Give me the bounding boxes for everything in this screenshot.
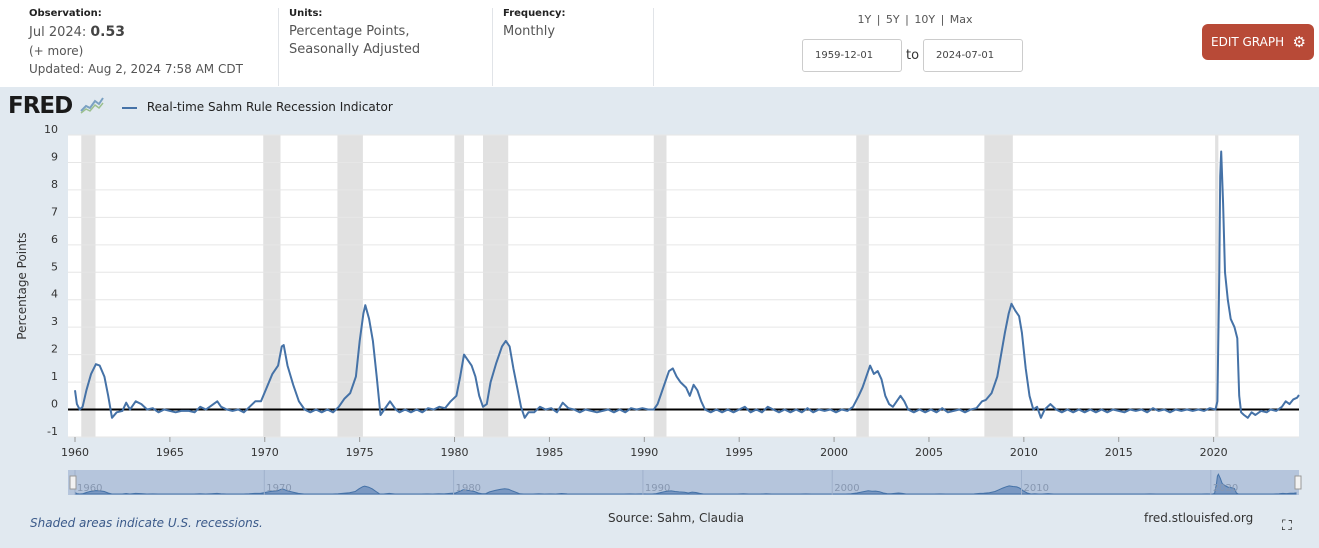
x-tick-label: 1960 [61, 446, 89, 459]
x-tick-label: 1970 [251, 446, 279, 459]
x-tick-label: 1980 [441, 446, 469, 459]
x-tick-label: 1995 [725, 446, 753, 459]
fred-logo-text: FRED [8, 93, 73, 119]
x-tick-labels: 1960 1965 1970 1975 1980 1985 1990 1995 2000 2005… [61, 437, 1228, 459]
navigator-right-handle[interactable] [1294, 475, 1302, 490]
y-axis-label: Percentage Points [15, 232, 29, 339]
x-tick-label: 2015 [1105, 446, 1133, 459]
navigator-ticks: 1960 1970 1980 1990 2000 2010 2020 [74, 470, 1238, 495]
recession-band [263, 135, 281, 437]
recession-shading-group [81, 135, 1219, 437]
recession-note: Shaded areas indicate U.S. recessions. [30, 516, 263, 530]
fred-logo[interactable]: FRED [8, 93, 105, 119]
edit-graph-button[interactable]: EDIT GRAPH ⚙ [1202, 24, 1314, 60]
units-line2: Seasonally Adjusted [289, 42, 421, 57]
units-line1: Percentage Points, [289, 24, 410, 39]
range-separator: | [940, 13, 945, 26]
navigator-tick-label: 2000 [834, 483, 859, 494]
legend-swatch [122, 106, 137, 109]
observation-label: Observation: [29, 8, 102, 19]
observation-date: Jul 2024: [29, 25, 87, 40]
navigator-series [74, 473, 1297, 495]
site-link[interactable]: fred.stlouisfed.org [1144, 511, 1254, 525]
navigator-tick-label: 1980 [456, 483, 481, 494]
logo-chart-icon [80, 96, 105, 114]
legend-series-label: Real-time Sahm Rule Recession Indicator [146, 100, 393, 114]
range-10y-link[interactable]: 10Y [914, 13, 936, 26]
navigator-tick-label: 1970 [266, 483, 291, 494]
recession-band [653, 135, 667, 437]
y-tick-label: 8 [51, 178, 58, 191]
navigator-tick-label: 2010 [1024, 483, 1049, 494]
x-tick-label: 2000 [820, 446, 848, 459]
range-links: 1Y | 5Y | 10Y | Max [810, 13, 1020, 26]
navigator-tick-label: 2020 [1213, 483, 1238, 494]
range-5y-link[interactable]: 5Y [885, 13, 900, 26]
observation-block: Observation: Jul 2024: 0.53 (+ more) Upd… [29, 8, 269, 86]
edit-graph-label: EDIT GRAPH [1211, 35, 1285, 49]
y-tick-label: 9 [51, 150, 58, 163]
divider [492, 8, 493, 86]
y-tick-labels: -1 0 1 2 3 4 5 6 7 8 9 10 [44, 123, 58, 438]
y-tick-label: 5 [51, 260, 58, 273]
x-tick-label: 1985 [535, 446, 563, 459]
series-line[interactable] [74, 150, 1300, 419]
divider [653, 8, 654, 86]
range-max-link[interactable]: Max [949, 13, 973, 26]
recession-band [337, 135, 363, 437]
updated-value: Aug 2, 2024 7:58 AM CDT [87, 62, 243, 76]
navigator-tick-label: 1960 [77, 483, 102, 494]
range-separator: | [876, 13, 881, 26]
y-tick-label: 10 [44, 123, 58, 136]
legend: Real-time Sahm Rule Recession Indicator [122, 100, 393, 114]
observation-value: 0.53 [90, 24, 125, 40]
y-tick-label: 6 [51, 233, 58, 246]
y-tick-label: -1 [47, 425, 58, 438]
units-block: Units: Percentage Points, Seasonally Adj… [289, 8, 484, 86]
recession-band [81, 135, 96, 437]
navigator-tick-label: 1990 [645, 483, 670, 494]
x-tick-label: 2005 [915, 446, 943, 459]
end-date-input[interactable]: 2024-07-01 [923, 39, 1023, 72]
expand-icon[interactable]: ⛶ [1282, 518, 1292, 534]
frequency-value: Monthly [503, 24, 556, 39]
x-tick-label: 1990 [630, 446, 658, 459]
recession-band [984, 135, 1013, 437]
more-link[interactable]: (+ more) [29, 44, 84, 58]
x-tick-label: 2020 [1200, 446, 1228, 459]
range-1y-link[interactable]: 1Y [857, 13, 872, 26]
y-tick-label: 7 [51, 205, 58, 218]
x-tick-label: 2010 [1010, 446, 1038, 459]
navigator-left-handle[interactable] [69, 475, 77, 490]
x-tick-label: 1965 [156, 446, 184, 459]
y-tick-label: 3 [51, 315, 58, 328]
frequency-block: Frequency: Monthly [503, 8, 643, 86]
recession-band [483, 135, 509, 437]
recession-band [856, 135, 869, 437]
to-label: to [906, 48, 920, 63]
source-text: Source: Sahm, Claudia [608, 511, 744, 525]
frequency-label: Frequency: [503, 8, 566, 19]
plot-area [68, 135, 1299, 437]
updated-label: Updated: [29, 62, 85, 76]
units-label: Units: [289, 8, 323, 19]
y-tick-label: 1 [51, 370, 58, 383]
navigator-window[interactable] [68, 470, 1299, 495]
x-tick-label: 1975 [346, 446, 374, 459]
recession-band [1215, 135, 1219, 437]
header-bar: Observation: Jul 2024: 0.53 (+ more) Upd… [0, 0, 1319, 87]
recession-band [454, 135, 465, 437]
start-date-input[interactable]: 1959-12-01 [802, 39, 902, 72]
y-tick-label: 0 [51, 398, 58, 411]
gear-icon: ⚙ [1292, 33, 1306, 51]
y-tick-label: 2 [51, 343, 58, 356]
y-tick-label: 4 [51, 288, 58, 301]
range-separator: | [905, 13, 909, 26]
divider [278, 8, 279, 86]
